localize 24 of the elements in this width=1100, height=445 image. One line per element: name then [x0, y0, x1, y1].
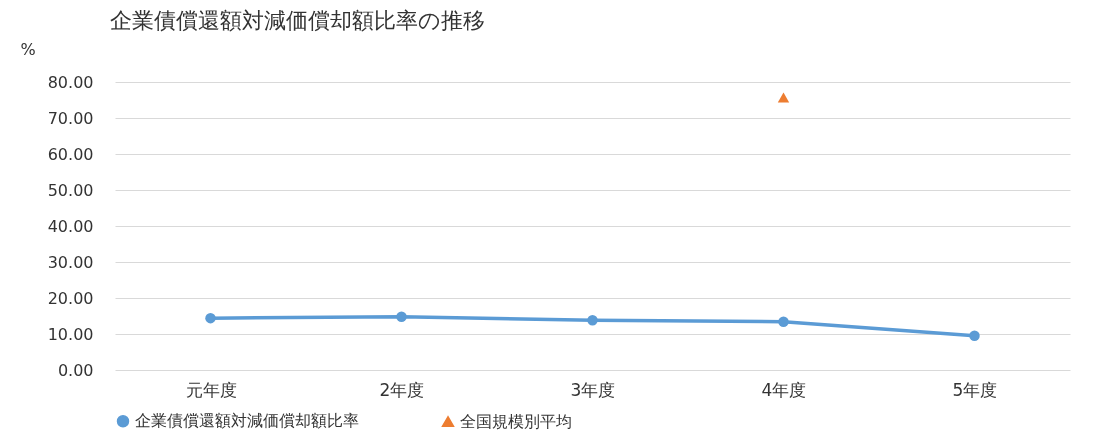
x-tick-label: 5年度	[952, 379, 998, 400]
legend-label: 企業債償還額対減価償却額比率	[135, 411, 359, 431]
x-tick-label: 2年度	[379, 379, 425, 400]
legend-label: 全国規模別平均	[460, 411, 572, 431]
y-tick-label: 20.00	[47, 288, 94, 308]
point	[396, 311, 407, 322]
point	[587, 315, 598, 326]
point	[205, 312, 216, 324]
point	[969, 330, 980, 342]
y-tick-label: 0.00	[57, 360, 94, 380]
point	[777, 92, 790, 103]
x-tick-label: 3年度	[570, 379, 616, 400]
y-tick-label: 80.00	[47, 72, 94, 92]
y-tick-label: 60.00	[47, 144, 94, 164]
y-tick-label: 10.00	[47, 324, 94, 344]
y-tick-label: 40.00	[47, 216, 94, 236]
point	[778, 316, 789, 327]
x-tick-label: 4年度	[761, 379, 807, 400]
y-tick-label: 50.00	[47, 180, 94, 200]
x-tick-label: 元年度	[185, 379, 237, 400]
y-axis-title: %	[20, 39, 36, 59]
y-tick-label: 30.00	[47, 252, 94, 272]
y-tick-label: 70.00	[47, 108, 94, 128]
chart-title: 企業債償還額対減価償却額比率の推移	[110, 8, 485, 33]
